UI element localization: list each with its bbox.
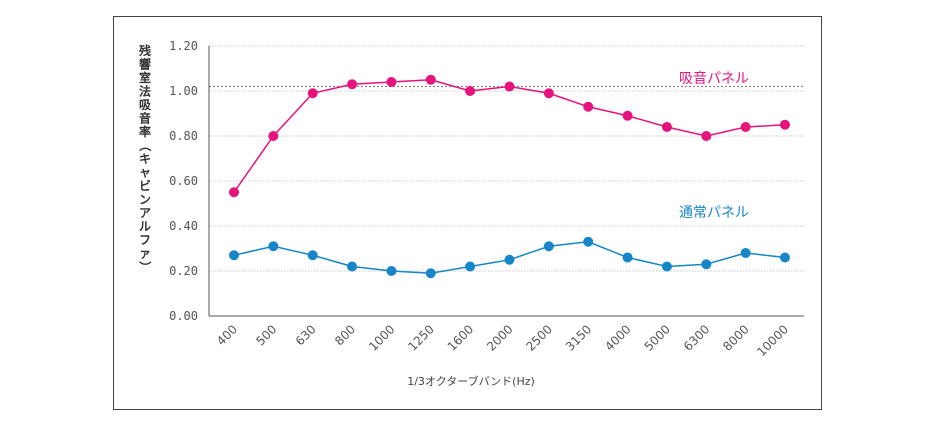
y-axis-label-char-11: ン bbox=[139, 193, 151, 207]
y-tick-label-2: 0.40 bbox=[169, 219, 198, 233]
x-tick-labels: 400 500 630 800 1000 1250 1600 2000 2500 3150 4000… bbox=[214, 322, 791, 359]
data-point-1-1 bbox=[268, 241, 279, 252]
data-point-1-0 bbox=[229, 250, 239, 261]
data-point-1-9 bbox=[583, 236, 594, 247]
x-tick-label-7: 2000 bbox=[484, 322, 515, 353]
data-point-0-2 bbox=[307, 88, 318, 99]
data-point-0-8 bbox=[543, 88, 554, 99]
data-point-1-12 bbox=[701, 259, 712, 270]
y-axis-label-char-10: ビ bbox=[139, 178, 151, 193]
series-label-absorb-panel: 吸音パネル bbox=[679, 70, 749, 87]
x-tick-label-1: 500 bbox=[253, 322, 279, 348]
y-axis-label-char-7: （ bbox=[138, 139, 153, 151]
data-point-0-10 bbox=[622, 110, 633, 121]
data-point-0-13 bbox=[740, 122, 751, 132]
y-axis-label-char-5: 音 bbox=[139, 111, 151, 126]
x-tick-label-5: 1250 bbox=[405, 322, 436, 353]
y-tick-label-0: 0.00 bbox=[169, 309, 198, 323]
series-label-normal-panel: 通常パネル bbox=[679, 205, 749, 221]
data-point-1-7 bbox=[504, 254, 515, 265]
x-tick-label-10: 4000 bbox=[602, 322, 633, 353]
x-tick-label-0: 400 bbox=[214, 322, 240, 348]
grid-lines bbox=[209, 45, 804, 272]
y-axis-label-char-9: ャ bbox=[139, 166, 151, 180]
x-tick-label-2: 630 bbox=[293, 322, 319, 348]
x-tick-label-4: 1000 bbox=[366, 322, 397, 353]
absorption-chart: 0.00 0.20 0.40 0.60 0.80 1.00 1.20 400 500 630 80… bbox=[138, 39, 804, 388]
y-tick-labels: 0.00 0.20 0.40 0.60 0.80 1.00 1.20 bbox=[169, 39, 198, 323]
series-0 bbox=[229, 74, 790, 198]
x-tick-label-6: 1600 bbox=[445, 322, 476, 353]
data-point-1-14 bbox=[780, 252, 790, 263]
data-point-1-4 bbox=[386, 266, 397, 276]
chart-frame: 0.00 0.20 0.40 0.60 0.80 1.00 1.20 400 500 630 80… bbox=[113, 16, 822, 410]
data-point-0-14 bbox=[780, 119, 790, 130]
x-axis-label: 1/3オクターブバンド(Hz) bbox=[407, 374, 535, 388]
series-group bbox=[229, 74, 790, 279]
data-point-0-1 bbox=[268, 131, 279, 141]
data-point-0-12 bbox=[701, 131, 712, 141]
x-tick-label-12: 6300 bbox=[681, 322, 712, 353]
data-point-1-11 bbox=[661, 261, 672, 272]
y-tick-label-5: 1.00 bbox=[169, 84, 198, 98]
y-axis-label-char-4: 吸 bbox=[139, 98, 152, 112]
data-point-1-13 bbox=[740, 248, 751, 258]
y-tick-label-4: 0.80 bbox=[169, 129, 198, 143]
data-point-1-2 bbox=[307, 250, 318, 261]
series-1 bbox=[229, 236, 790, 279]
y-axis-label-char-13: ル bbox=[139, 220, 151, 234]
data-point-1-6 bbox=[465, 261, 476, 272]
y-axis-label-char-15: ァ bbox=[139, 247, 151, 261]
data-point-0-4 bbox=[386, 77, 397, 87]
y-axis-label-char-2: 室 bbox=[139, 70, 151, 85]
data-point-0-0 bbox=[229, 187, 239, 198]
x-tick-label-3: 800 bbox=[332, 322, 358, 348]
y-axis-label-char-0: 残 bbox=[139, 43, 151, 58]
y-axis-label-char-16: ） bbox=[138, 261, 153, 273]
y-axis-label-char-12: ア bbox=[139, 206, 151, 220]
data-point-1-5 bbox=[425, 268, 436, 279]
axes bbox=[208, 46, 804, 317]
y-axis-label-char-3: 法 bbox=[139, 84, 151, 99]
data-point-1-3 bbox=[347, 261, 358, 272]
data-point-1-10 bbox=[622, 252, 633, 263]
y-tick-label-3: 0.60 bbox=[169, 174, 198, 188]
x-tick-label-13: 8000 bbox=[720, 322, 751, 353]
y-axis-label-char-14: フ bbox=[139, 233, 151, 247]
y-tick-label-1: 0.20 bbox=[169, 264, 198, 278]
y-axis-label-char-6: 率 bbox=[139, 124, 151, 139]
x-tick-label-8: 2500 bbox=[523, 322, 554, 353]
y-axis-label-char-8: キ bbox=[139, 152, 151, 166]
x-tick-label-11: 5000 bbox=[642, 322, 673, 353]
data-point-1-8 bbox=[543, 241, 554, 252]
data-point-0-9 bbox=[583, 101, 594, 112]
data-point-0-5 bbox=[425, 74, 436, 85]
data-point-0-11 bbox=[661, 122, 672, 132]
y-tick-label-6: 1.20 bbox=[169, 39, 198, 53]
x-tick-label-9: 3150 bbox=[563, 322, 594, 353]
data-point-0-3 bbox=[347, 79, 358, 90]
data-point-0-6 bbox=[465, 86, 476, 96]
x-tick-label-14: 10000 bbox=[754, 322, 791, 359]
data-point-0-7 bbox=[504, 81, 515, 92]
y-axis-label-char-1: 響 bbox=[139, 57, 151, 72]
